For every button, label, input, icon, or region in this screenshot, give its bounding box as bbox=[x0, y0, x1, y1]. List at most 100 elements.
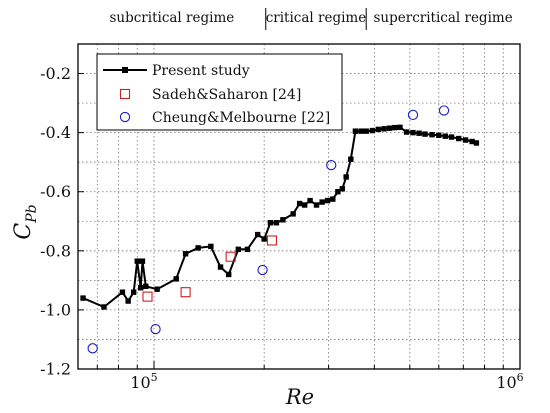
y-axis-label: CPb bbox=[11, 204, 40, 239]
data-point bbox=[267, 220, 274, 226]
legend-marker-cheung-melbourne bbox=[119, 111, 131, 123]
legend-entry-cheung-melbourne: Cheung&Melbourne [22] bbox=[119, 110, 330, 126]
series-layer bbox=[80, 105, 480, 354]
regime-label: supercritical regime bbox=[373, 10, 512, 26]
data-point bbox=[363, 128, 369, 134]
legend-marker-present-study bbox=[122, 67, 128, 73]
series-line bbox=[82, 126, 477, 309]
legend: Present study Sadeh&Saharon [24] Cheung&… bbox=[96, 53, 343, 131]
data-point bbox=[273, 220, 280, 226]
data-point bbox=[280, 217, 286, 223]
data-point bbox=[319, 199, 325, 205]
legend-label-present-study: Present study bbox=[152, 63, 250, 79]
legend-entry-sadeh-saharon: Sadeh&Saharon [24] bbox=[119, 87, 301, 103]
x-tick-labels: 105 106 bbox=[130, 371, 523, 392]
data-point bbox=[150, 323, 161, 335]
data-point bbox=[358, 128, 364, 134]
data-point bbox=[235, 246, 242, 253]
regime-label: subcritical regime bbox=[109, 10, 234, 26]
data-point bbox=[416, 130, 422, 136]
data-point bbox=[410, 129, 416, 136]
tick-marks bbox=[78, 73, 504, 370]
y-tick-label: -0.6 bbox=[40, 182, 71, 201]
regime-label: critical regime bbox=[266, 10, 367, 26]
data-point bbox=[119, 289, 126, 295]
data-point bbox=[375, 126, 381, 133]
data-point bbox=[455, 135, 462, 142]
data-point bbox=[134, 258, 140, 264]
legend-label-cheung-melbourne: Cheung&Melbourne [22] bbox=[152, 110, 330, 126]
data-point bbox=[138, 285, 144, 291]
data-point bbox=[381, 126, 387, 132]
y-tick-label: -0.2 bbox=[40, 64, 71, 83]
data-point bbox=[225, 251, 236, 262]
x-tick-label: 105 bbox=[130, 371, 157, 392]
data-point bbox=[339, 186, 346, 192]
data-point bbox=[324, 197, 331, 204]
legend-marker-sadeh-saharon bbox=[119, 88, 131, 100]
data-point bbox=[386, 125, 393, 131]
data-point bbox=[208, 243, 214, 250]
data-point bbox=[403, 129, 410, 135]
data-point bbox=[261, 236, 267, 242]
data-point bbox=[429, 132, 435, 138]
data-point bbox=[313, 202, 320, 208]
y-tick-labels: -1.2 -1.0 -0.8 -0.6 -0.4 -0.2 bbox=[40, 64, 71, 378]
series-1 bbox=[142, 235, 277, 302]
data-point bbox=[296, 200, 303, 207]
data-point bbox=[142, 291, 153, 302]
data-point bbox=[180, 287, 191, 298]
data-point bbox=[254, 231, 261, 238]
series-2 bbox=[87, 105, 450, 354]
legend-label-sadeh-saharon: Sadeh&Saharon [24] bbox=[152, 87, 301, 103]
data-point bbox=[143, 283, 149, 289]
legend-box bbox=[96, 53, 343, 131]
legend-entry-present-study: Present study bbox=[103, 63, 250, 79]
data-point bbox=[139, 258, 146, 264]
y-tick-label: -0.4 bbox=[40, 123, 71, 142]
data-point bbox=[225, 271, 232, 278]
data-point bbox=[130, 289, 137, 295]
data-point bbox=[266, 235, 277, 246]
data-point bbox=[352, 128, 359, 134]
data-point bbox=[307, 197, 313, 204]
data-point bbox=[87, 343, 98, 354]
y-tick-label: -0.8 bbox=[40, 241, 71, 260]
data-point bbox=[369, 127, 376, 134]
data-point bbox=[442, 133, 448, 139]
data-point bbox=[301, 202, 308, 208]
data-point bbox=[173, 276, 179, 282]
data-point bbox=[348, 156, 354, 162]
data-point bbox=[462, 137, 469, 143]
data-point bbox=[257, 264, 268, 276]
y-tick-label: -1.0 bbox=[40, 300, 71, 319]
data-point bbox=[469, 138, 475, 145]
data-point bbox=[80, 295, 86, 301]
data-point bbox=[182, 251, 189, 257]
data-point bbox=[392, 124, 398, 131]
data-point bbox=[448, 134, 455, 140]
data-point bbox=[407, 109, 419, 121]
data-point bbox=[335, 189, 341, 195]
data-point bbox=[397, 124, 403, 131]
data-point bbox=[101, 304, 107, 310]
data-point bbox=[217, 264, 224, 270]
data-point bbox=[125, 298, 131, 304]
data-point bbox=[290, 211, 296, 217]
data-point bbox=[244, 246, 251, 253]
data-point bbox=[330, 196, 336, 202]
data-point bbox=[436, 132, 442, 138]
regime-header: subcritical regime critical regime supercr… bbox=[109, 8, 513, 30]
plot-frame bbox=[77, 43, 521, 370]
grid bbox=[78, 44, 520, 369]
data-point bbox=[154, 286, 160, 292]
y-tick-label: -1.2 bbox=[40, 360, 71, 379]
data-point bbox=[438, 105, 450, 116]
x-axis-label: Re bbox=[285, 385, 314, 409]
x-tick-label: 106 bbox=[496, 371, 523, 392]
data-point bbox=[326, 159, 337, 171]
data-point bbox=[195, 245, 201, 251]
data-point bbox=[343, 174, 349, 180]
data-point bbox=[422, 131, 428, 137]
